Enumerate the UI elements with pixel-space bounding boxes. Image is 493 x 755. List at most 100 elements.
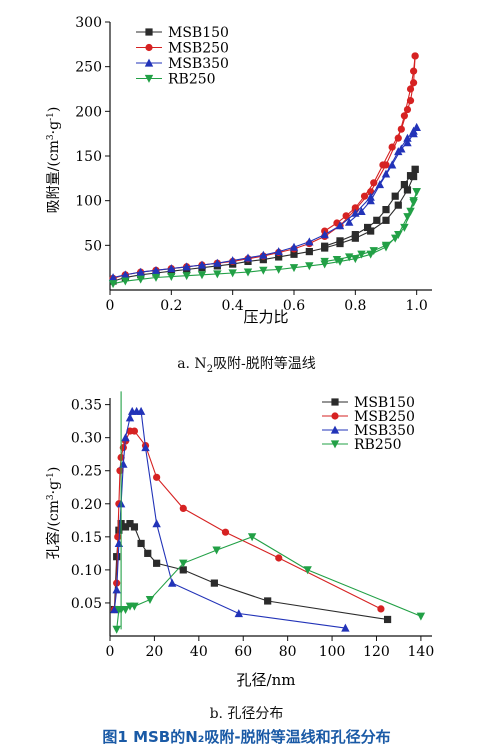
a-series-3-point-0-4 xyxy=(167,273,176,281)
a-x-tick-label-1: 0.2 xyxy=(160,298,182,314)
b-series-0-point-0-1 xyxy=(113,553,121,561)
a-series-3-point-0-7 xyxy=(213,270,222,279)
b-series-0-point-0-12 xyxy=(210,579,218,587)
a-series-3-point-0-1 xyxy=(121,277,130,286)
chart-b-axes: 0 20 40 60 80 100 120 140 0.05 0.10 0.15 0.20 0.25 0.… xyxy=(71,398,434,660)
b-y-tick-label-2: 0.15 xyxy=(71,530,102,546)
a-series-3-point-0-10 xyxy=(259,266,268,275)
a-series-2-point-1-2 xyxy=(403,138,412,147)
chart-a-isotherm: 0 0.2 0.4 0.6 0.8 1.0 50 100 150 200 250 300 MSB150… xyxy=(46,15,432,326)
a-series-2-point-0-5 xyxy=(182,262,191,271)
a-series-2-point-0-7 xyxy=(213,258,222,267)
b-x-tick-label-7: 140 xyxy=(408,644,435,660)
b-series-0-point-0-13 xyxy=(264,597,272,605)
a-x-tick-label-5: 1.0 xyxy=(406,298,428,314)
b-series-1-point-0-14 xyxy=(275,554,283,562)
a-legend-marker-0 xyxy=(145,28,153,36)
a-series-3-point-1-8 xyxy=(345,253,354,262)
b-series-3-point-0-11 xyxy=(416,612,426,621)
a-series-3-point-0-16 xyxy=(351,255,360,264)
a-series-0-point-1-3 xyxy=(391,192,399,200)
b-series-2-point-0-5 xyxy=(121,433,130,442)
b-x-tick-label-2: 40 xyxy=(190,644,208,660)
b-y-tick-label-3: 0.20 xyxy=(71,497,102,513)
b-series-3-point-0-6 xyxy=(145,596,155,605)
a-series-2-point-0-12 xyxy=(289,242,299,251)
a-series-3-point-1-9 xyxy=(332,256,342,265)
b-series-0-point-0-11 xyxy=(179,566,187,574)
b-series-2-point-0-14 xyxy=(341,623,350,632)
a-series-1-point-1-3 xyxy=(403,105,412,114)
a-series-3-point-0-11 xyxy=(274,265,283,274)
a-legend-marker-1 xyxy=(145,43,153,52)
b-series-3-point-0-5 xyxy=(130,602,139,611)
b-series-0-point-0-7 xyxy=(130,523,139,531)
a-series-3-point-0-13 xyxy=(305,262,314,271)
b-legend-marker-1 xyxy=(331,412,339,420)
b-series-3-line-0 xyxy=(116,536,422,630)
a-series-0-point-1-9 xyxy=(321,242,329,250)
a-series-0-point-0-13 xyxy=(305,247,313,256)
a-series-3-point-1-1 xyxy=(409,198,418,207)
a-series-1-point-1-5 xyxy=(388,143,396,151)
chart-b-caption: b. 孔径分布 xyxy=(209,706,284,722)
b-y-tick-label-4: 0.25 xyxy=(71,464,102,480)
a-series-2-point-0-3 xyxy=(151,265,161,274)
a-y-tick-label-4: 250 xyxy=(75,60,102,76)
b-x-tick-label-3: 60 xyxy=(234,644,252,660)
a-series-3-point-1-0 xyxy=(412,188,421,197)
b-x-tick-label-0: 0 xyxy=(106,644,115,660)
chart-a-series xyxy=(108,52,421,289)
a-series-0-point-1-8 xyxy=(336,237,344,245)
a-series-1-line-0 xyxy=(112,55,416,279)
b-series-2-point-0-9 xyxy=(136,406,146,415)
a-y-tick-label-3: 200 xyxy=(75,104,102,120)
a-series-1-point-1-1 xyxy=(410,79,418,87)
a-series-1-point-1-10 xyxy=(342,212,350,220)
figure-caption: 图1 MSB的N₂吸附-脱附等温线和孔径分布 xyxy=(102,728,391,746)
b-series-3-point-0-10 xyxy=(303,566,312,575)
b-series-2-point-0-11 xyxy=(152,519,161,528)
a-series-2-point-1-8 xyxy=(345,217,354,226)
a-series-3-point-0-9 xyxy=(243,268,253,277)
a-series-2-point-0-11 xyxy=(274,247,283,256)
a-series-0-point-1-6 xyxy=(364,223,372,232)
b-y-tick-label-5: 0.30 xyxy=(71,431,102,447)
b-legend-label-3: RB250 xyxy=(354,437,402,453)
a-series-3-point-1-10 xyxy=(320,257,329,266)
a-x-tick-label-3: 0.6 xyxy=(283,298,305,314)
a-series-2-point-0-14 xyxy=(320,230,329,239)
a-series-3-point-1-6 xyxy=(369,247,378,256)
a-series-2-point-1-5 xyxy=(375,180,385,189)
a-series-0-point-0-19 xyxy=(394,201,402,209)
a-series-2-point-1-0 xyxy=(412,123,421,132)
a-y-tick-label-5: 300 xyxy=(75,15,102,31)
chart-a-ylabel: 吸附量/(cm3·g-1) xyxy=(46,107,62,214)
a-series-1-point-0-19 xyxy=(394,134,402,142)
a-series-2-point-0-4 xyxy=(167,264,176,273)
a-series-2-point-0-10 xyxy=(259,250,268,259)
a-series-2-point-0-9 xyxy=(243,253,253,262)
a-series-2-point-1-1 xyxy=(409,129,418,138)
b-series-0-point-0-2 xyxy=(115,526,123,534)
a-series-1-point-1-8 xyxy=(360,192,369,200)
a-series-0-point-1-4 xyxy=(382,206,390,214)
a-legend-label-0: MSB150 xyxy=(168,25,229,41)
a-series-0-point-0-20 xyxy=(403,186,412,194)
chart-a-xlabel: 压力比 xyxy=(243,308,288,326)
b-series-1-point-0-12 xyxy=(179,504,187,513)
b-series-1-point-0-4 xyxy=(116,467,124,475)
b-series-2-point-0-10 xyxy=(141,443,150,452)
a-legend-marker-2 xyxy=(144,58,154,67)
a-series-3-point-1-5 xyxy=(381,241,391,250)
a-series-0-point-1-0 xyxy=(411,165,419,173)
a-series-2-point-0-13 xyxy=(305,237,314,246)
b-series-0-point-0-5 xyxy=(121,523,130,531)
b-series-1-point-0-13 xyxy=(221,528,230,536)
b-series-0-point-0-8 xyxy=(137,539,145,548)
chart-b-series xyxy=(110,391,426,634)
a-series-1-point-1-7 xyxy=(370,179,378,187)
a-series-3-point-0-3 xyxy=(151,273,161,282)
a-series-3-point-0-8 xyxy=(228,269,237,278)
